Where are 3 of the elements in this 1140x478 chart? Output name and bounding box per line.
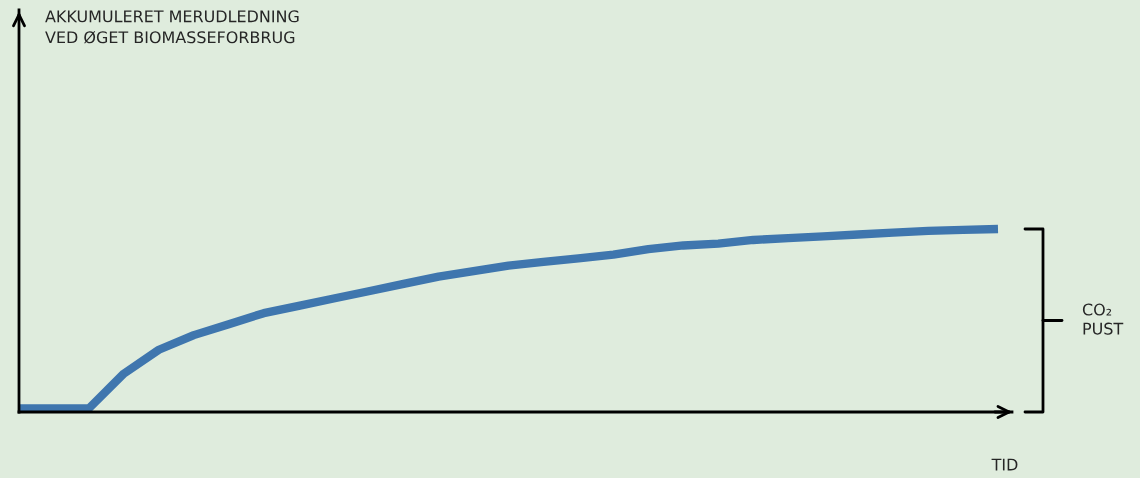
- text: AKKUMULERET MERUDLEDNING VED ØGET BIOMASSEFORBRUG: [45, 10, 299, 44]
- text: CO₂ PUST: [1082, 303, 1124, 335]
- x-axis-title: TID: [991, 458, 1018, 471]
